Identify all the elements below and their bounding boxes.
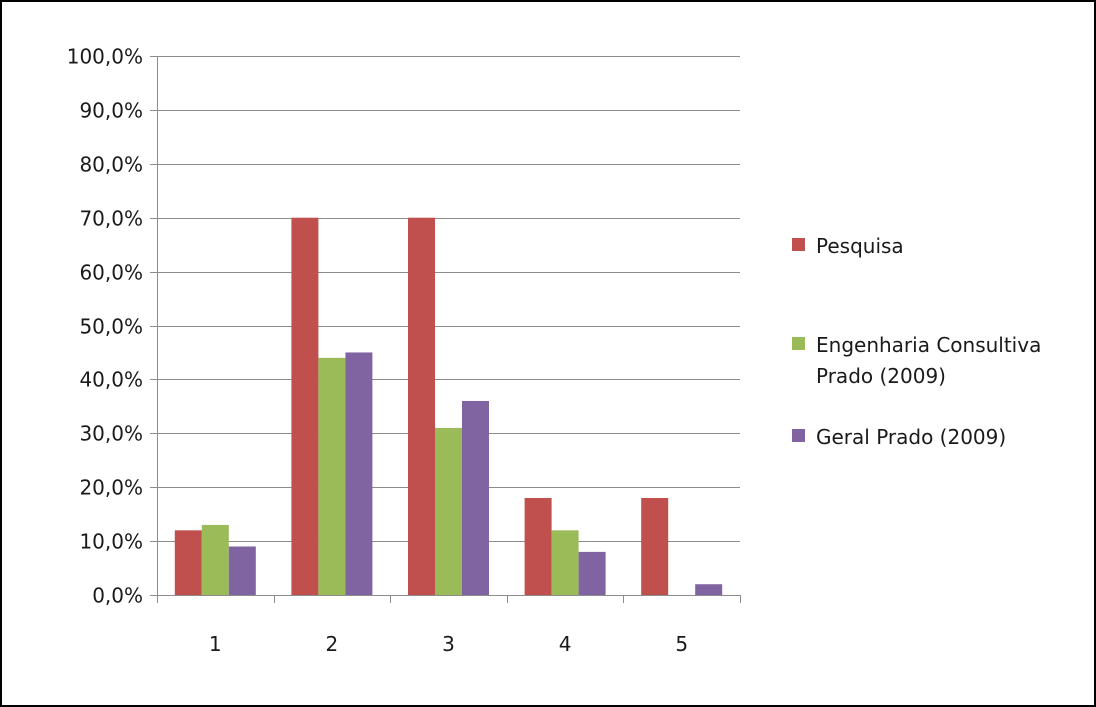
axes (150, 56, 741, 603)
bar (345, 352, 373, 595)
bar (291, 217, 319, 595)
bar (318, 357, 346, 595)
y-tick-label: 10,0% (79, 530, 143, 554)
x-category-label: 1 (209, 632, 222, 656)
x-category-label: 5 (675, 632, 688, 656)
legend-item: Engenharia Consultiva Prado (2009) (792, 333, 1041, 388)
x-category-label: 2 (326, 632, 339, 656)
legend-swatch (792, 429, 805, 442)
y-tick-label: 40,0% (79, 368, 143, 392)
y-tick-label: 20,0% (79, 476, 143, 500)
y-tick-label: 30,0% (79, 422, 143, 446)
legend: Pesquisa Engenharia Consultiva Prado (2009… (792, 234, 1041, 449)
y-axis-tick-labels: 0,0% 10,0% 20,0% 30,0% 40,0% 50,0% 60,0% 70,0% 8… (67, 45, 143, 608)
y-tick-label: 0,0% (92, 584, 143, 608)
bar (201, 524, 229, 595)
bar (551, 530, 579, 595)
x-category-label: 4 (559, 632, 572, 656)
legend-label: Pesquisa (816, 234, 904, 258)
x-category-label: 3 (442, 632, 455, 656)
bars (174, 217, 723, 595)
legend-label: Geral Prado (2009) (816, 425, 1006, 449)
bar (228, 546, 256, 595)
legend-swatch (792, 337, 805, 350)
bar (578, 551, 606, 595)
y-tick-label: 80,0% (79, 153, 143, 177)
x-axis-category-labels: 1 2 3 4 5 (209, 632, 688, 656)
y-tick-label: 90,0% (79, 99, 143, 123)
legend-label: Engenharia Consultiva Prado (2009) (816, 333, 1041, 388)
legend-item: Geral Prado (2009) (792, 425, 1006, 449)
legend-swatch (792, 238, 805, 251)
bar (641, 497, 669, 595)
bar (408, 217, 435, 595)
bar (524, 497, 552, 595)
bar (695, 584, 723, 595)
legend-item: Pesquisa (792, 234, 904, 258)
bar (174, 530, 202, 595)
y-tick-label: 50,0% (79, 315, 143, 339)
bar (462, 400, 489, 595)
bar (435, 427, 462, 595)
y-tick-label: 70,0% (79, 207, 143, 231)
y-tick-label: 60,0% (79, 261, 143, 285)
y-tick-label: 100,0% (67, 45, 143, 69)
